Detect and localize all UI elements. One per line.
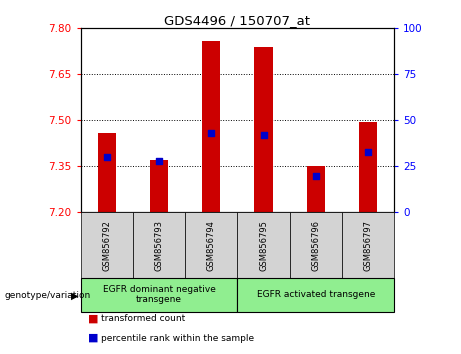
Text: ■: ■: [88, 314, 98, 324]
Bar: [237, 278, 394, 312]
Bar: [359, 122, 377, 212]
Title: GDS4496 / 150707_at: GDS4496 / 150707_at: [165, 14, 310, 27]
Bar: [342, 212, 394, 278]
Bar: [150, 160, 168, 212]
Point: [364, 149, 372, 154]
Bar: [81, 212, 133, 278]
Text: EGFR activated transgene: EGFR activated transgene: [257, 290, 375, 299]
Bar: [290, 212, 342, 278]
Text: GSM856795: GSM856795: [259, 220, 268, 270]
Bar: [133, 212, 185, 278]
Text: GSM856792: GSM856792: [102, 220, 111, 270]
Bar: [237, 212, 290, 278]
Bar: [202, 41, 220, 212]
Point: [207, 130, 215, 136]
Point: [103, 154, 111, 160]
Text: genotype/variation: genotype/variation: [5, 291, 91, 300]
Text: GSM856796: GSM856796: [311, 219, 320, 271]
Bar: [254, 47, 272, 212]
Bar: [185, 212, 237, 278]
Point: [155, 158, 163, 164]
Bar: [98, 133, 116, 212]
Text: GSM856797: GSM856797: [364, 219, 372, 271]
Text: ■: ■: [88, 333, 98, 343]
Text: transformed count: transformed count: [101, 314, 186, 323]
Text: percentile rank within the sample: percentile rank within the sample: [101, 333, 254, 343]
Point: [260, 132, 267, 138]
Bar: [81, 278, 237, 312]
Text: GSM856793: GSM856793: [154, 219, 164, 271]
Text: EGFR dominant negative
transgene: EGFR dominant negative transgene: [103, 285, 215, 304]
Text: ▶: ▶: [71, 291, 79, 301]
Bar: [307, 166, 325, 212]
Point: [312, 173, 319, 178]
Text: GSM856794: GSM856794: [207, 220, 216, 270]
